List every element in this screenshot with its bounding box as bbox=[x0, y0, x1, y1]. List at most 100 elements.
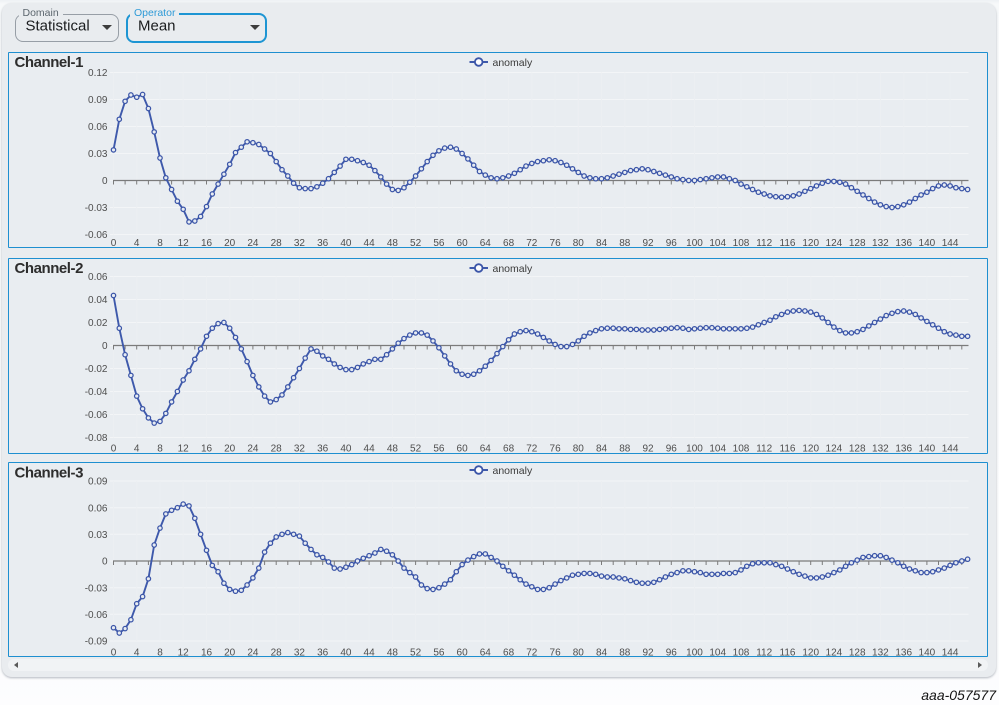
svg-text:4: 4 bbox=[134, 238, 140, 249]
svg-text:32: 32 bbox=[294, 238, 306, 249]
svg-text:100: 100 bbox=[686, 648, 703, 659]
svg-text:108: 108 bbox=[733, 648, 750, 659]
svg-text:76: 76 bbox=[550, 444, 562, 455]
svg-text:16: 16 bbox=[201, 648, 213, 659]
svg-text:anomaly: anomaly bbox=[493, 57, 533, 69]
svg-text:28: 28 bbox=[271, 444, 283, 455]
svg-text:56: 56 bbox=[433, 648, 445, 659]
svg-text:104: 104 bbox=[709, 444, 726, 455]
svg-text:0: 0 bbox=[111, 444, 117, 455]
svg-text:120: 120 bbox=[802, 648, 819, 659]
svg-text:0.06: 0.06 bbox=[88, 503, 108, 514]
svg-text:132: 132 bbox=[872, 444, 889, 455]
svg-text:84: 84 bbox=[596, 444, 608, 455]
svg-text:Channel-1: Channel-1 bbox=[15, 54, 84, 71]
svg-text:60: 60 bbox=[457, 444, 469, 455]
svg-text:124: 124 bbox=[826, 444, 843, 455]
svg-text:116: 116 bbox=[780, 444, 796, 455]
svg-text:128: 128 bbox=[849, 648, 866, 659]
svg-text:32: 32 bbox=[294, 444, 306, 455]
svg-text:76: 76 bbox=[550, 238, 562, 249]
svg-text:48: 48 bbox=[387, 238, 399, 249]
svg-text:8: 8 bbox=[157, 444, 163, 455]
svg-text:52: 52 bbox=[410, 444, 422, 455]
svg-text:28: 28 bbox=[271, 238, 283, 249]
svg-text:116: 116 bbox=[780, 648, 796, 659]
svg-text:92: 92 bbox=[642, 444, 654, 455]
svg-text:0: 0 bbox=[111, 648, 117, 659]
svg-text:-0.06: -0.06 bbox=[85, 610, 108, 621]
svg-text:0.03: 0.03 bbox=[88, 149, 108, 160]
svg-text:124: 124 bbox=[826, 648, 843, 659]
svg-text:108: 108 bbox=[733, 238, 750, 249]
svg-text:140: 140 bbox=[919, 648, 936, 659]
svg-text:20: 20 bbox=[224, 238, 236, 249]
svg-text:-0.02: -0.02 bbox=[85, 364, 108, 375]
svg-text:36: 36 bbox=[317, 238, 329, 249]
svg-text:104: 104 bbox=[709, 238, 726, 249]
svg-text:72: 72 bbox=[526, 238, 538, 249]
svg-text:52: 52 bbox=[410, 238, 422, 249]
svg-text:140: 140 bbox=[919, 444, 936, 455]
svg-text:144: 144 bbox=[942, 648, 959, 659]
svg-text:Channel-3: Channel-3 bbox=[15, 465, 84, 482]
svg-text:52: 52 bbox=[410, 648, 422, 659]
svg-text:8: 8 bbox=[157, 648, 163, 659]
svg-text:136: 136 bbox=[895, 238, 912, 249]
svg-text:64: 64 bbox=[480, 238, 492, 249]
svg-text:16: 16 bbox=[201, 444, 213, 455]
svg-text:144: 144 bbox=[942, 444, 959, 455]
svg-text:0.06: 0.06 bbox=[88, 272, 108, 283]
svg-text:0.09: 0.09 bbox=[88, 477, 108, 488]
svg-text:140: 140 bbox=[919, 238, 936, 249]
svg-text:128: 128 bbox=[849, 238, 866, 249]
svg-text:anomaly: anomaly bbox=[493, 263, 533, 275]
svg-text:144: 144 bbox=[942, 238, 959, 249]
svg-text:128: 128 bbox=[849, 444, 866, 455]
svg-text:24: 24 bbox=[247, 648, 259, 659]
svg-text:-0.06: -0.06 bbox=[85, 230, 108, 241]
svg-text:92: 92 bbox=[642, 238, 654, 249]
svg-text:84: 84 bbox=[596, 238, 608, 249]
svg-text:-0.03: -0.03 bbox=[85, 203, 108, 214]
svg-text:anomaly: anomaly bbox=[493, 465, 533, 477]
svg-text:112: 112 bbox=[756, 648, 772, 659]
svg-text:48: 48 bbox=[387, 444, 399, 455]
svg-text:112: 112 bbox=[756, 444, 772, 455]
svg-text:132: 132 bbox=[872, 648, 889, 659]
svg-text:16: 16 bbox=[201, 238, 213, 249]
svg-text:80: 80 bbox=[573, 238, 585, 249]
svg-text:40: 40 bbox=[340, 444, 352, 455]
svg-text:-0.04: -0.04 bbox=[85, 387, 108, 398]
svg-text:60: 60 bbox=[457, 648, 469, 659]
svg-text:84: 84 bbox=[596, 648, 608, 659]
svg-text:-0.09: -0.09 bbox=[85, 637, 108, 648]
svg-text:4: 4 bbox=[134, 444, 140, 455]
svg-text:108: 108 bbox=[733, 444, 750, 455]
svg-text:76: 76 bbox=[550, 648, 562, 659]
svg-text:96: 96 bbox=[666, 238, 678, 249]
svg-text:96: 96 bbox=[666, 444, 678, 455]
svg-text:32: 32 bbox=[294, 648, 306, 659]
svg-text:8: 8 bbox=[157, 238, 163, 249]
svg-text:88: 88 bbox=[619, 444, 631, 455]
svg-text:0.02: 0.02 bbox=[88, 318, 108, 329]
svg-text:0.09: 0.09 bbox=[88, 95, 108, 106]
svg-text:72: 72 bbox=[526, 648, 538, 659]
svg-text:0.03: 0.03 bbox=[88, 530, 108, 541]
svg-text:80: 80 bbox=[573, 648, 585, 659]
svg-text:12: 12 bbox=[178, 444, 190, 455]
svg-text:68: 68 bbox=[503, 444, 515, 455]
svg-text:0: 0 bbox=[102, 341, 108, 352]
svg-text:120: 120 bbox=[802, 444, 819, 455]
svg-text:136: 136 bbox=[895, 648, 912, 659]
svg-text:-0.06: -0.06 bbox=[85, 410, 108, 421]
svg-text:68: 68 bbox=[503, 238, 515, 249]
svg-text:20: 20 bbox=[224, 648, 236, 659]
svg-text:40: 40 bbox=[340, 648, 352, 659]
svg-text:64: 64 bbox=[480, 444, 492, 455]
svg-text:0: 0 bbox=[102, 176, 108, 187]
svg-text:136: 136 bbox=[895, 444, 912, 455]
svg-text:88: 88 bbox=[619, 648, 631, 659]
svg-text:68: 68 bbox=[503, 648, 515, 659]
